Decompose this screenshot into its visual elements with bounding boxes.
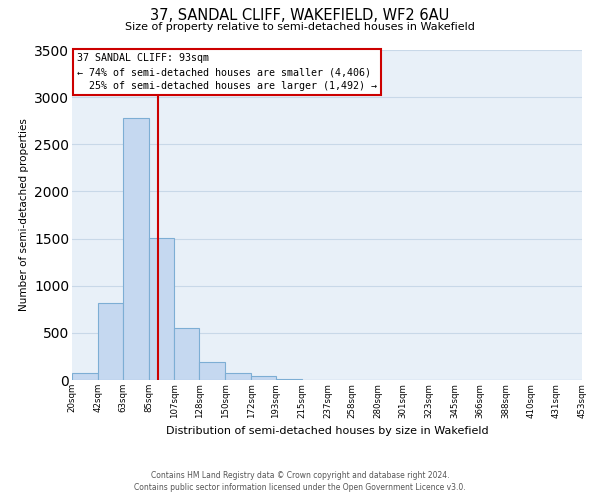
Bar [276,378,302,380]
Bar [149,238,175,380]
Text: Contains HM Land Registry data © Crown copyright and database right 2024.
Contai: Contains HM Land Registry data © Crown c… [134,471,466,492]
X-axis label: Distribution of semi-detached houses by size in Wakefield: Distribution of semi-detached houses by … [166,426,488,436]
Text: 37 SANDAL CLIFF: 93sqm
← 74% of semi-detached houses are smaller (4,406)
  25% o: 37 SANDAL CLIFF: 93sqm ← 74% of semi-det… [77,54,377,92]
Text: Size of property relative to semi-detached houses in Wakefield: Size of property relative to semi-detach… [125,22,475,32]
Bar [199,362,225,380]
Bar [175,328,199,380]
Y-axis label: Number of semi-detached properties: Number of semi-detached properties [19,118,29,312]
Text: 37, SANDAL CLIFF, WAKEFIELD, WF2 6AU: 37, SANDAL CLIFF, WAKEFIELD, WF2 6AU [151,8,449,22]
Bar [225,374,251,380]
Bar [72,373,98,380]
Bar [98,302,122,380]
Bar [122,118,149,380]
Bar [251,376,276,380]
